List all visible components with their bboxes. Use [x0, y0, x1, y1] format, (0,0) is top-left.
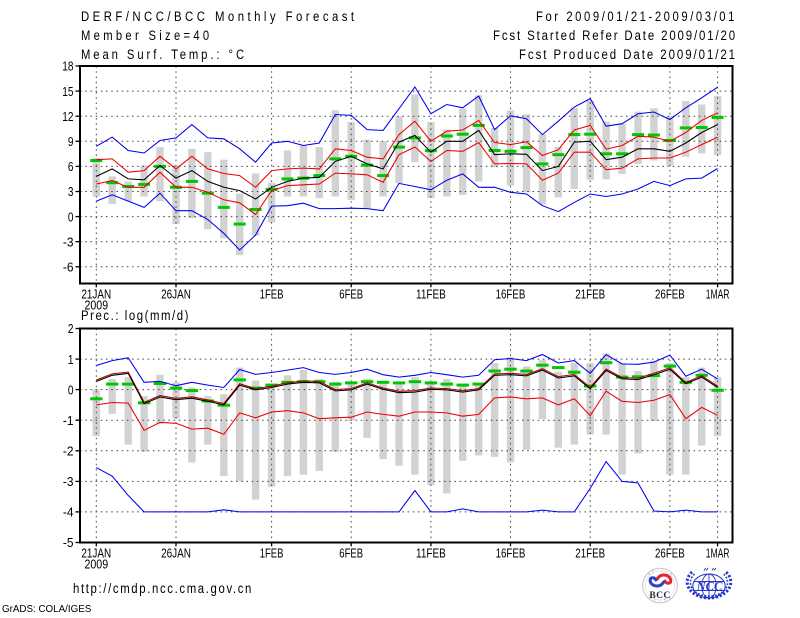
svg-text:M: M	[664, 598, 666, 602]
svg-text:21FEB: 21FEB	[575, 287, 605, 302]
svg-text:-6: -6	[63, 260, 74, 275]
svg-text:26FEB: 26FEB	[655, 287, 685, 302]
svg-text:Prec.: log(mm/d): Prec.: log(mm/d)	[81, 308, 190, 323]
svg-text:Mean Surf. Temp.: °C: Mean Surf. Temp.: °C	[81, 47, 247, 62]
svg-text:L: L	[654, 598, 656, 602]
svg-text:J: J	[661, 568, 663, 572]
svg-text:16FEB: 16FEB	[496, 546, 526, 561]
svg-text:11FEB: 11FEB	[416, 287, 446, 302]
svg-text:0: 0	[68, 209, 74, 224]
svg-text:I: I	[666, 570, 667, 574]
svg-text:1MAR: 1MAR	[706, 287, 730, 302]
svg-text:B: B	[648, 572, 650, 576]
svg-text:1FEB: 1FEB	[260, 287, 284, 302]
svg-text:BCC: BCC	[649, 591, 670, 601]
svg-text:11FEB: 11FEB	[416, 546, 446, 561]
svg-text:-1: -1	[63, 413, 74, 428]
svg-text:-2: -2	[63, 444, 74, 459]
svg-text:Member Size=40: Member Size=40	[81, 28, 213, 43]
svg-text:Fcst Produced Date 2009/01/21: Fcst Produced Date 2009/01/21	[519, 47, 737, 62]
svg-text:15: 15	[62, 84, 73, 99]
svg-text:26JAN: 26JAN	[161, 287, 191, 302]
svg-text:18: 18	[62, 59, 73, 74]
svg-text:21JAN: 21JAN	[81, 546, 111, 561]
svg-text:Fcst Started Refer Date 2009/0: Fcst Started Refer Date 2009/01/20	[493, 28, 737, 43]
svg-text:http://cmdp.ncc.cma.gov.cn: http://cmdp.ncc.cma.gov.cn	[73, 581, 253, 596]
svg-text:26FEB: 26FEB	[655, 546, 685, 561]
svg-text:DERF/NCC/BCC Monthly Forecast: DERF/NCC/BCC Monthly Forecast	[81, 9, 358, 24]
svg-text:A: A	[669, 596, 671, 600]
svg-text:NCC: NCC	[696, 580, 723, 594]
svg-text:-5: -5	[63, 535, 74, 550]
svg-text:3: 3	[68, 184, 74, 199]
svg-text:1FEB: 1FEB	[260, 546, 284, 561]
svg-text:I: I	[657, 568, 658, 572]
svg-text:I: I	[660, 598, 661, 602]
svg-text:2: 2	[68, 321, 74, 336]
svg-text:C: C	[649, 596, 651, 600]
svg-text:-3: -3	[63, 234, 74, 249]
svg-text:26JAN: 26JAN	[161, 546, 191, 561]
svg-text:N: N	[670, 572, 672, 576]
svg-text:21FEB: 21FEB	[575, 546, 605, 561]
svg-text:2009: 2009	[85, 557, 109, 572]
svg-text:0: 0	[68, 382, 74, 397]
svg-text:GrADS: COLA/IGES: GrADS: COLA/IGES	[2, 604, 92, 615]
svg-text:-4: -4	[63, 505, 74, 520]
svg-text:12: 12	[62, 109, 73, 124]
svg-text:6: 6	[68, 159, 74, 174]
svg-text:21JAN: 21JAN	[81, 287, 111, 302]
svg-text:1: 1	[68, 352, 74, 367]
svg-text:9: 9	[68, 134, 74, 149]
svg-text:6FEB: 6FEB	[339, 546, 363, 561]
svg-text:2009: 2009	[85, 298, 109, 313]
svg-text:16FEB: 16FEB	[496, 287, 526, 302]
svg-text:E: E	[652, 570, 654, 574]
svg-text:-3: -3	[63, 474, 74, 489]
svg-text:1MAR: 1MAR	[706, 546, 730, 561]
svg-text:6FEB: 6FEB	[339, 287, 363, 302]
svg-text:For 2009/01/21-2009/03/01: For 2009/01/21-2009/03/01	[536, 9, 737, 24]
